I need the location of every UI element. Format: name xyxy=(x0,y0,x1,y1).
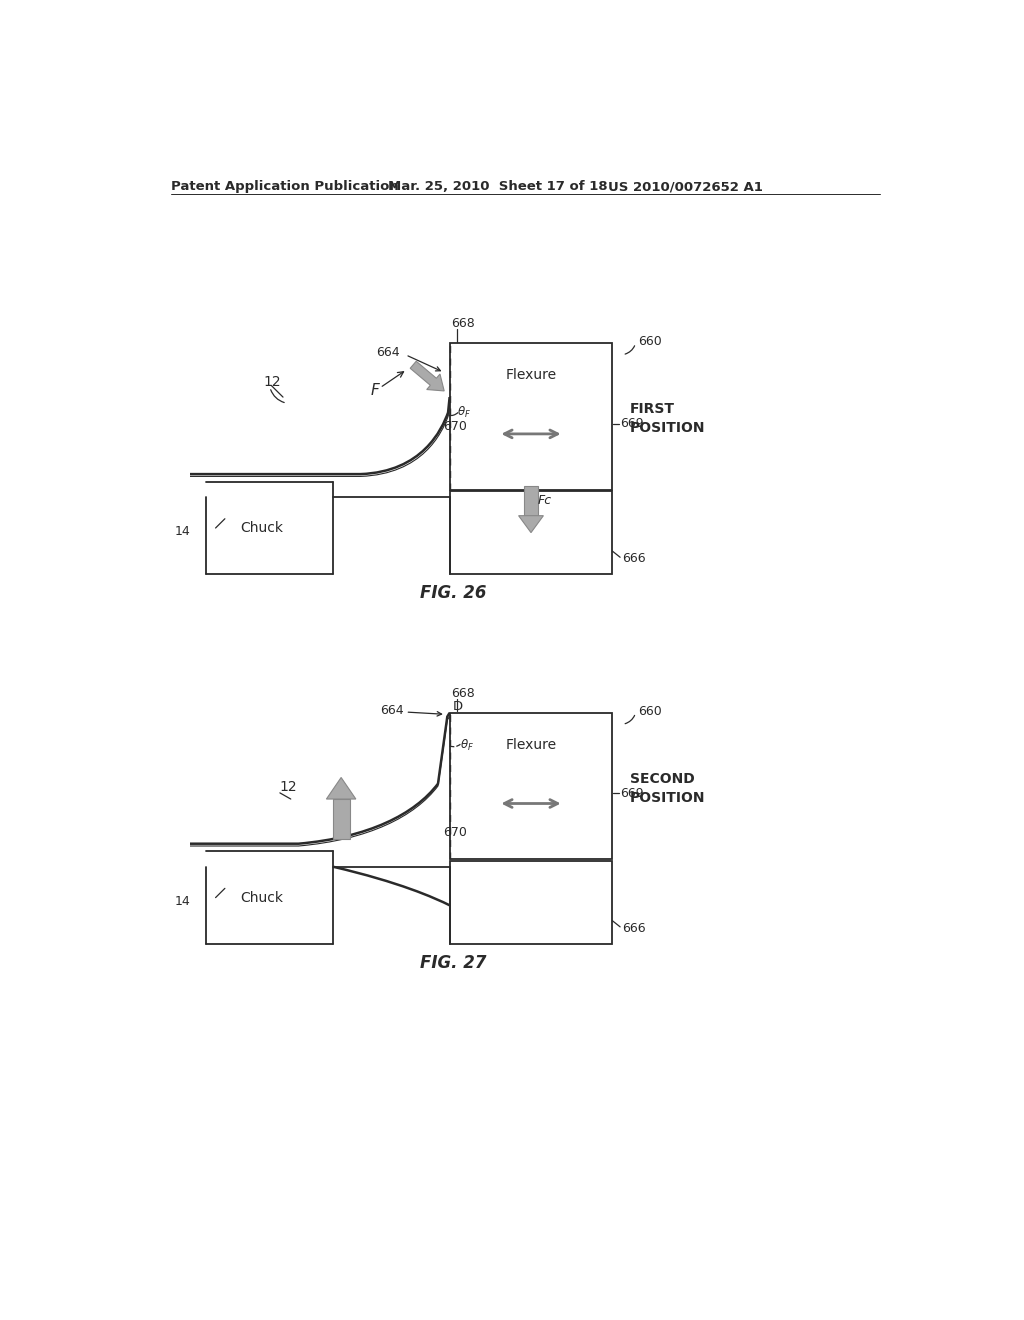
Text: Flexure: Flexure xyxy=(506,738,557,752)
Text: POSITION: POSITION xyxy=(630,791,706,805)
Text: 664: 664 xyxy=(376,346,399,359)
Text: POSITION: POSITION xyxy=(630,421,706,436)
Text: 14: 14 xyxy=(174,525,190,539)
Text: Chuck: Chuck xyxy=(241,521,284,535)
Text: US 2010/0072652 A1: US 2010/0072652 A1 xyxy=(608,181,763,194)
Polygon shape xyxy=(518,516,544,533)
Text: $\theta_F$: $\theta_F$ xyxy=(460,738,474,752)
Text: $\theta_F$: $\theta_F$ xyxy=(457,405,471,420)
Text: Chuck: Chuck xyxy=(241,891,284,904)
Text: 14: 14 xyxy=(174,895,190,908)
Bar xyxy=(450,491,612,574)
Text: Flexure: Flexure xyxy=(506,368,557,383)
Bar xyxy=(450,861,612,944)
Text: 669: 669 xyxy=(621,787,644,800)
Text: 668: 668 xyxy=(452,317,475,330)
Text: 670: 670 xyxy=(442,826,467,840)
Bar xyxy=(524,487,538,516)
Text: FIG. 26: FIG. 26 xyxy=(420,585,486,602)
Text: 664: 664 xyxy=(380,704,403,717)
FancyArrow shape xyxy=(411,362,444,391)
Text: Fc: Fc xyxy=(538,494,551,507)
Text: 12: 12 xyxy=(280,780,297,795)
Text: F: F xyxy=(371,383,379,399)
Bar xyxy=(450,713,612,859)
Text: FIRST: FIRST xyxy=(630,403,675,416)
Polygon shape xyxy=(327,777,356,799)
Text: 669: 669 xyxy=(621,417,644,430)
Bar xyxy=(450,343,612,490)
Text: 668: 668 xyxy=(452,686,475,700)
Text: Mar. 25, 2010  Sheet 17 of 18: Mar. 25, 2010 Sheet 17 of 18 xyxy=(388,181,607,194)
Text: 666: 666 xyxy=(623,552,646,565)
Text: 12: 12 xyxy=(263,375,282,388)
Text: D: D xyxy=(453,700,463,713)
Text: SECOND: SECOND xyxy=(630,772,695,785)
Bar xyxy=(333,799,349,840)
Text: 670: 670 xyxy=(442,420,467,433)
Text: 660: 660 xyxy=(638,335,662,348)
Text: 666: 666 xyxy=(623,921,646,935)
Text: FIG. 27: FIG. 27 xyxy=(420,954,486,972)
Text: 660: 660 xyxy=(638,705,662,718)
Text: Patent Application Publication: Patent Application Publication xyxy=(171,181,398,194)
